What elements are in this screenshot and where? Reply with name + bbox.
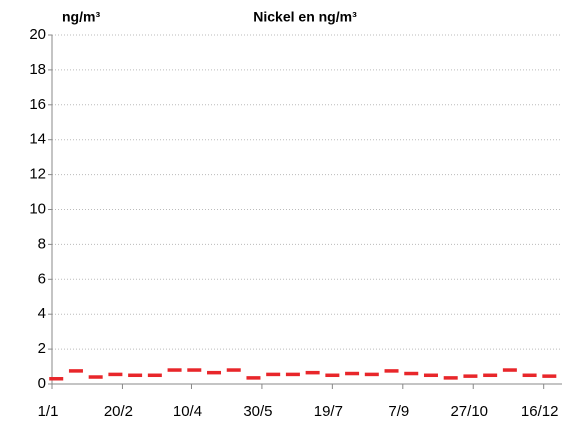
- y-tick-label: 0: [38, 375, 46, 392]
- x-tick-label: 27/10: [450, 403, 488, 420]
- x-tick-label: 19/7: [314, 403, 343, 420]
- x-tick-label: 10/4: [173, 403, 202, 420]
- y-axis-label: ng/m³: [62, 9, 100, 25]
- y-tick-label: 6: [38, 270, 46, 287]
- y-tick-label: 14: [29, 131, 46, 148]
- y-tick-label: 8: [38, 235, 46, 252]
- y-tick-label: 4: [38, 305, 46, 322]
- y-tick-label: 20: [29, 26, 46, 43]
- y-tick-label: 2: [38, 340, 46, 357]
- x-tick-label: 7/9: [388, 403, 409, 420]
- y-tick-label: 10: [29, 200, 46, 217]
- x-tick-label: 30/5: [243, 403, 272, 420]
- x-tick-label: 1/1: [38, 403, 59, 420]
- y-tick-label: 12: [29, 166, 46, 183]
- y-tick-label: 16: [29, 96, 46, 113]
- x-tick-label: 20/2: [104, 403, 133, 420]
- chart-title: Nickel en ng/m³: [253, 9, 357, 25]
- x-tick-label: 16/12: [521, 403, 559, 420]
- y-tick-label: 18: [29, 61, 46, 78]
